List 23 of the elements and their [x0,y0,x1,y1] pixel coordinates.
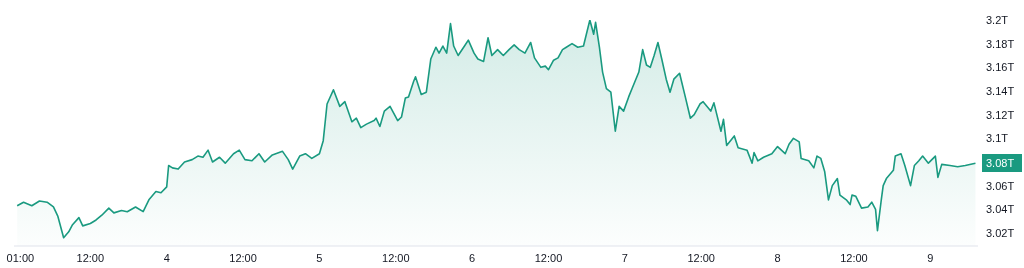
y-tick-label: 3.1T [986,132,1009,145]
x-tick-label: 12:00 [840,251,868,264]
x-tick-label: 12:00 [229,251,257,264]
y-tick-label: 3.14T [986,84,1015,97]
x-tick-label: 12:00 [687,251,715,264]
x-tick-label: 7 [621,251,628,264]
x-tick-label: 9 [927,251,934,264]
x-tick-label: 4 [163,251,170,264]
y-tick-label: 3.12T [986,108,1015,121]
y-tick-label: 3.18T [986,37,1015,50]
x-tick-label: 12:00 [534,251,563,264]
x-tick-label: 6 [469,251,476,264]
y-tick-label: 3.04T [986,203,1015,216]
x-tick-label: 8 [774,251,781,264]
x-tick-label: 12:00 [382,251,410,264]
y-tick-label: 3.02T [986,226,1015,239]
y-tick-label: 3.16T [986,61,1015,74]
x-tick-label: 12:00 [76,251,105,264]
y-tick-label: 3.06T [986,179,1015,192]
x-tick-label: 01:00 [6,251,35,264]
x-tick-label: 5 [316,251,323,264]
text: 3.08T [982,154,1022,173]
y-tick-label: 3.2T [986,13,1009,26]
